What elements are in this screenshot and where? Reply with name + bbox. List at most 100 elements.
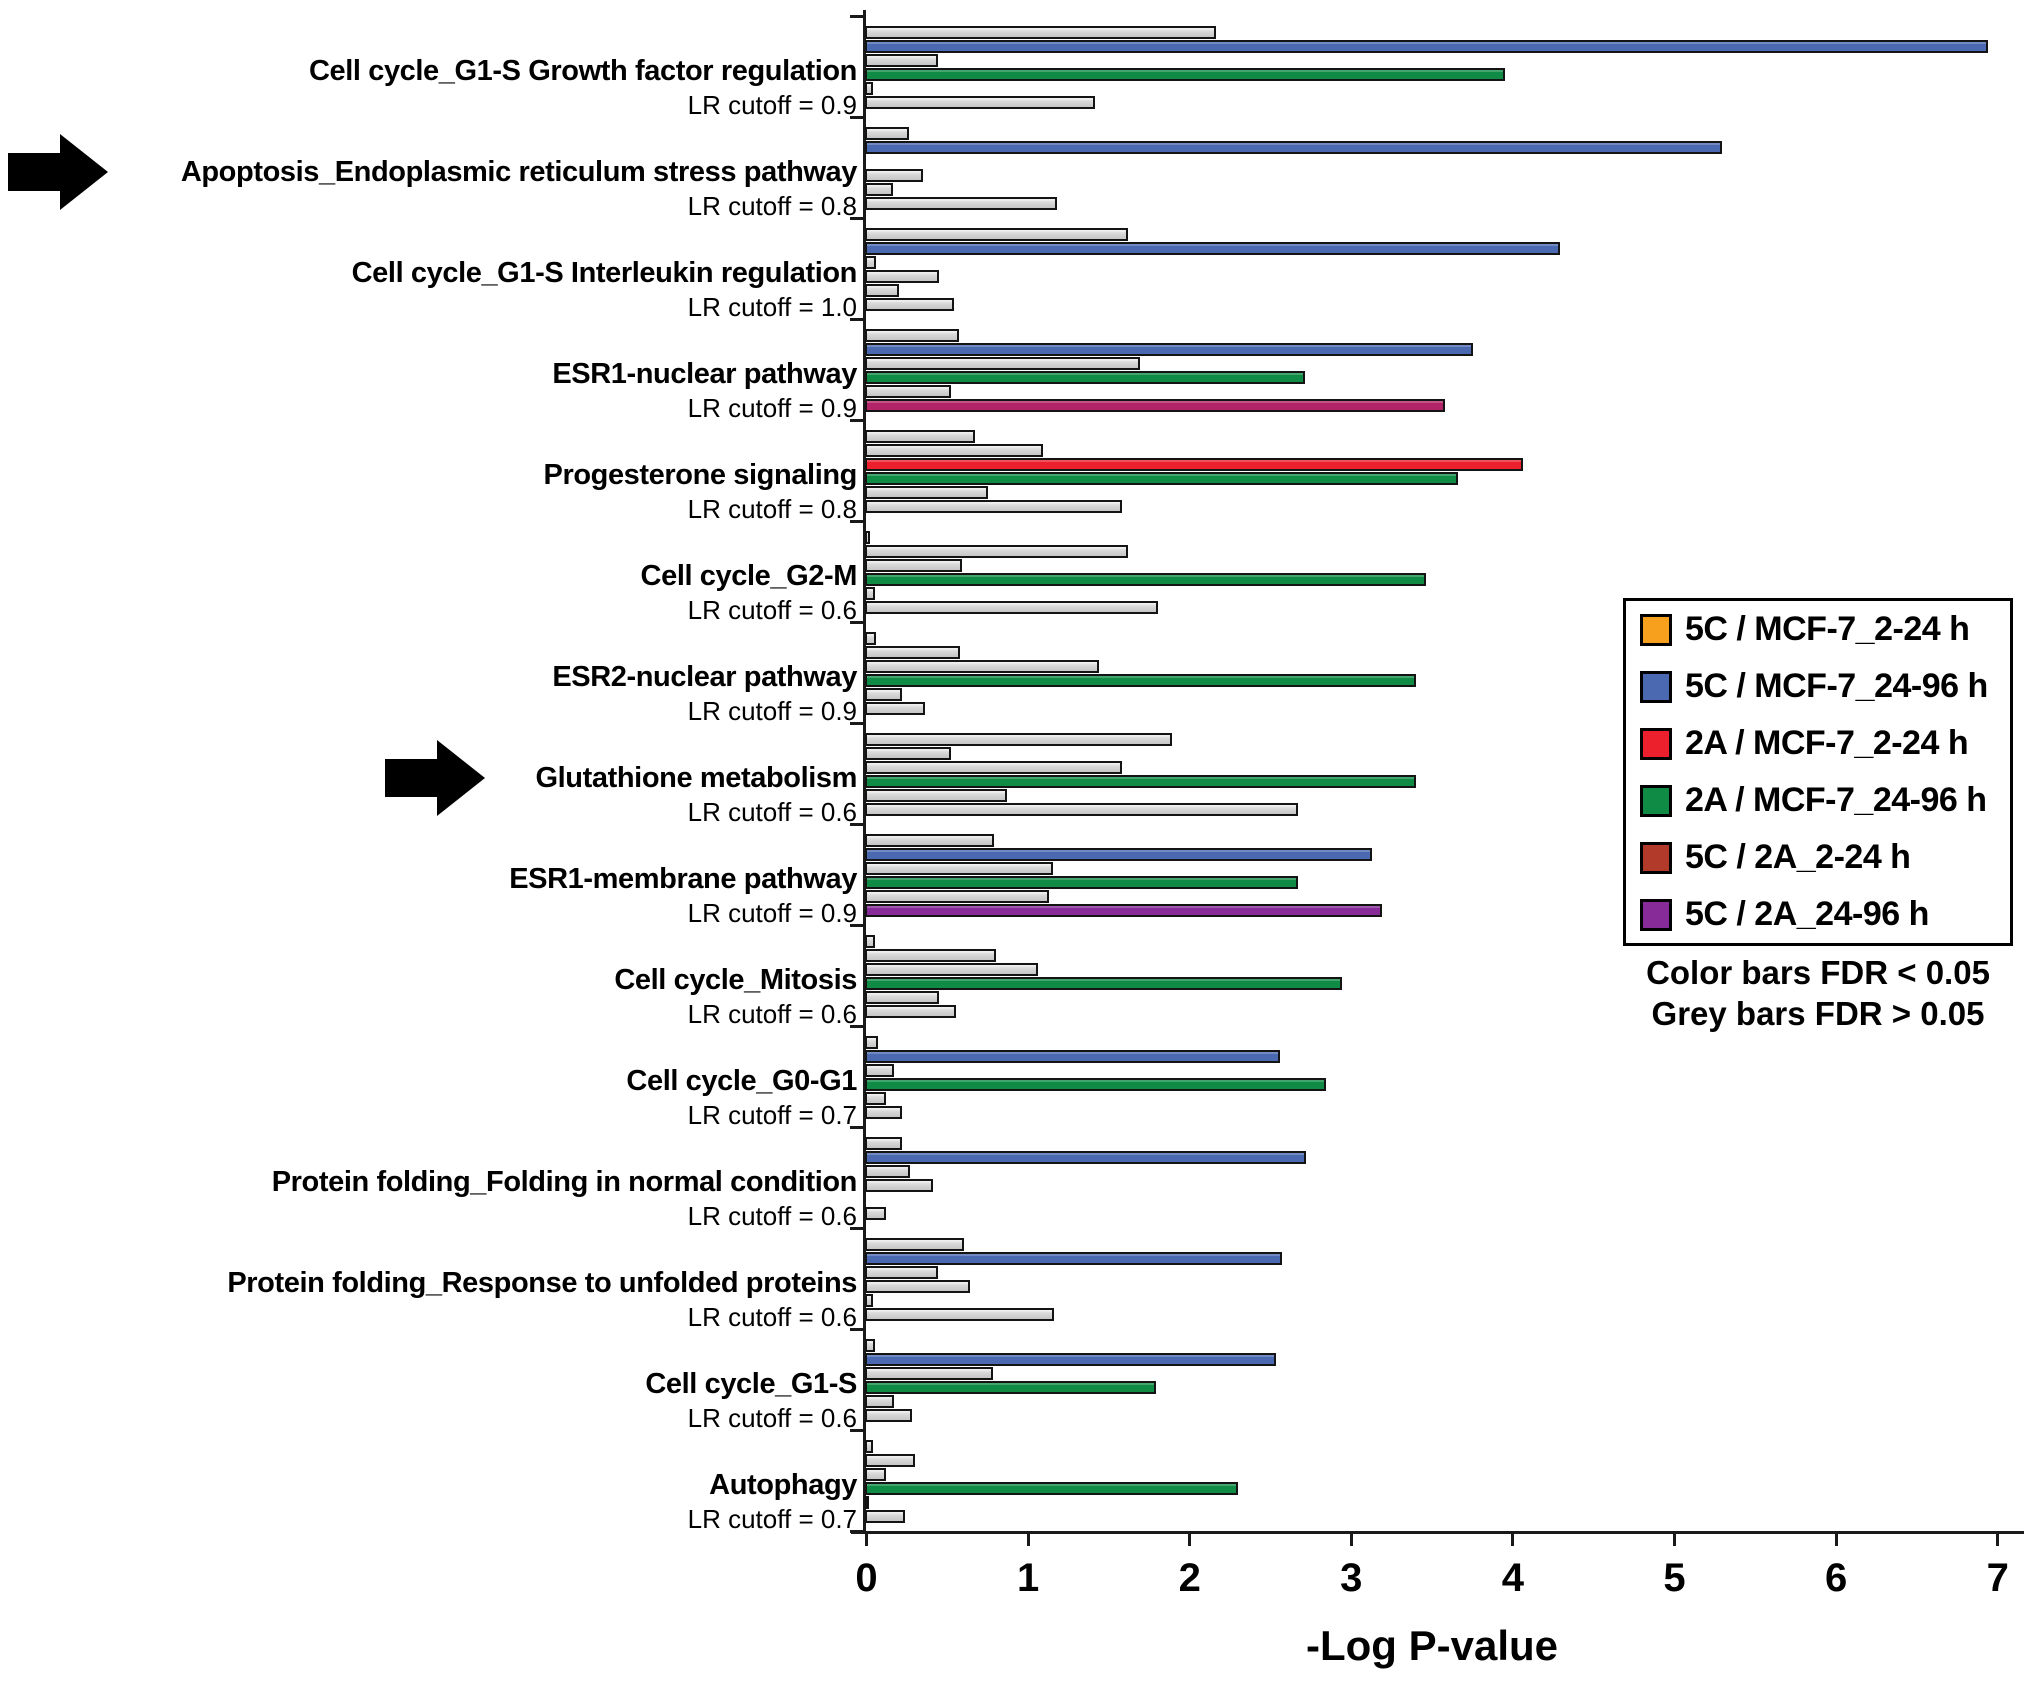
legend-label: 5C / 2A_2-24 h — [1685, 838, 1911, 876]
bar — [865, 95, 1095, 109]
legend-swatch-icon — [1640, 841, 1672, 874]
group-label: Progesterone signaling LR cutoff = 0.8 — [544, 456, 858, 524]
legend-label: 5C / MCF-7_2-24 h — [1685, 610, 1970, 648]
y-axis-tick — [850, 1328, 864, 1331]
bar — [865, 140, 1722, 154]
y-axis-tick — [850, 621, 864, 624]
bar — [865, 398, 1446, 412]
bar — [865, 1137, 903, 1150]
bar — [865, 903, 1383, 917]
bar — [865, 370, 1305, 384]
y-axis-tick — [850, 1126, 864, 1129]
group-label: Cell cycle_Mitosis LR cutoff = 0.6 — [614, 961, 857, 1029]
pathway-name: Cell cycle_G1-S Growth factor regulation — [308, 55, 857, 87]
x-axis-tick — [865, 1533, 868, 1546]
x-axis-tick — [1026, 1533, 1030, 1546]
x-axis-tick — [1511, 1533, 1515, 1546]
fdr-note-grey: Grey bars FDR > 0.05 — [1651, 995, 1985, 1032]
bar — [865, 1408, 912, 1422]
x-tick-label: 4 — [1501, 1556, 1525, 1600]
group-label: Protein folding_Folding in normal condit… — [271, 1163, 858, 1231]
x-axis-title: -Log P-value — [1305, 1622, 1559, 1669]
bar — [865, 67, 1505, 81]
y-axis-tick — [850, 1530, 864, 1533]
bar — [865, 1279, 970, 1293]
bar — [865, 457, 1523, 471]
bar — [865, 1251, 1282, 1265]
bar — [865, 834, 995, 847]
bar — [865, 1509, 906, 1523]
bar — [865, 269, 940, 283]
legend-label: 5C / 2A_24-96 h — [1685, 895, 1929, 933]
bar — [865, 329, 959, 342]
legend-swatch-icon — [1640, 670, 1672, 703]
x-axis-tick — [1349, 1533, 1353, 1546]
legend-swatch-icon — [1640, 898, 1672, 931]
pathway-name: Protein folding_Response to unfolded pro… — [227, 1267, 857, 1299]
bar — [865, 1077, 1326, 1091]
lr-cutoff-label: LR cutoff = 0.6 — [687, 1403, 857, 1433]
pathway-name: Apoptosis_Endoplasmic reticulum stress p… — [180, 156, 858, 188]
bar — [865, 1036, 878, 1049]
bar — [865, 471, 1459, 485]
x-tick-label: 6 — [1824, 1556, 1848, 1600]
bar — [865, 802, 1299, 816]
highlight-arrow-icon — [385, 738, 485, 818]
bar — [865, 847, 1373, 861]
bar — [865, 531, 870, 544]
group-label: Cell cycle_G0-G1 LR cutoff = 0.7 — [626, 1062, 857, 1130]
pathway-name: ESR2-nuclear pathway — [552, 661, 857, 693]
bar — [865, 81, 874, 95]
lr-cutoff-label: LR cutoff = 0.6 — [687, 595, 857, 625]
group-label: Apoptosis_Endoplasmic reticulum stress p… — [180, 153, 858, 221]
group-label: Cell cycle_G1-S LR cutoff = 0.6 — [645, 1365, 857, 1433]
bar — [865, 485, 988, 499]
bar — [865, 558, 962, 572]
x-tick-label: 0 — [855, 1556, 878, 1600]
bar — [865, 962, 1038, 976]
x-axis-tick — [1834, 1533, 1838, 1546]
y-axis-tick — [850, 217, 864, 220]
bar — [865, 861, 1053, 875]
legend-row: 5C / 2A_24-96 h — [1640, 886, 2010, 943]
lr-cutoff-label: LR cutoff = 0.9 — [687, 696, 857, 726]
y-axis-tick — [850, 318, 864, 321]
pathway-name: Protein folding_Folding in normal condit… — [271, 1166, 858, 1198]
bar — [865, 1105, 903, 1119]
lr-cutoff-label: LR cutoff = 1.0 — [687, 292, 857, 322]
group-label: ESR1-membrane pathway LR cutoff = 0.9 — [509, 860, 857, 928]
bar — [865, 746, 951, 760]
bar — [865, 1453, 916, 1467]
bar — [865, 733, 1172, 746]
lr-cutoff-label: LR cutoff = 0.7 — [687, 1100, 857, 1130]
pathway-name: Cell cycle_G2-M — [640, 560, 858, 592]
bar — [865, 760, 1122, 774]
legend-row: 5C / MCF-7_24-96 h — [1640, 658, 2010, 715]
bar — [865, 935, 875, 948]
bar — [865, 687, 903, 701]
x-axis-tick — [1673, 1533, 1676, 1546]
bar — [865, 889, 1050, 903]
legend-row: 5C / MCF-7_2-24 h — [1640, 601, 2010, 658]
bar — [865, 26, 1216, 39]
y-axis-tick — [850, 924, 864, 927]
y-axis-tick — [850, 823, 864, 826]
y-axis-tick — [850, 116, 864, 119]
legend-row: 2A / MCF-7_2-24 h — [1640, 715, 2010, 772]
legend-label: 2A / MCF-7_24-96 h — [1685, 781, 1987, 819]
bar — [865, 168, 924, 182]
bar — [865, 875, 1299, 889]
bar — [865, 701, 925, 715]
lr-cutoff-label: LR cutoff = 0.8 — [687, 494, 857, 524]
y-axis-tick — [850, 15, 864, 18]
lr-cutoff-label: LR cutoff = 0.6 — [687, 1302, 857, 1332]
bar — [865, 1440, 874, 1453]
bar — [865, 342, 1473, 356]
x-tick-label: 3 — [1340, 1556, 1363, 1600]
group-label: Cell cycle_G1-S Growth factor regulation… — [309, 52, 857, 120]
bar — [865, 673, 1417, 687]
bar — [865, 659, 1100, 673]
bar — [865, 182, 893, 196]
group-label: Cell cycle_G2-M LR cutoff = 0.6 — [640, 557, 858, 625]
